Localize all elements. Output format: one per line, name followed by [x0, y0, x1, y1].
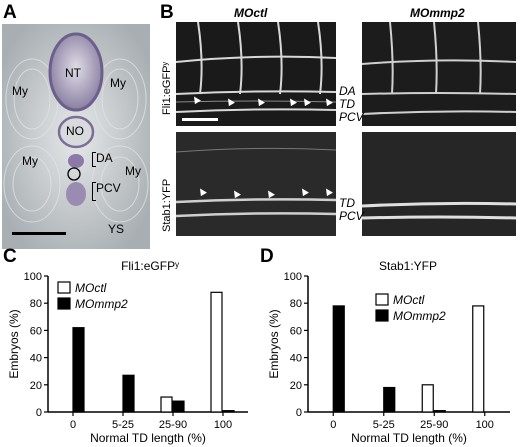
- legend-swatch-moctl: [57, 281, 71, 294]
- bar-mommp2-0: [332, 305, 345, 413]
- x-tick-label: 5-25: [112, 419, 134, 431]
- x-tick-label: 25-90: [159, 419, 187, 431]
- chart-c: Fli1:eGFPʸ 0 20 40 60 80 100 Embryos (%) 0 5-25 25…: [7, 259, 248, 445]
- x-tick-label: 100: [214, 419, 232, 431]
- label-nt: NT: [65, 66, 81, 80]
- label-da: DA: [96, 151, 113, 165]
- y-tick-label: 40: [290, 353, 302, 365]
- legend-swatch-moctl: [375, 293, 389, 306]
- y-tick-label: 60: [30, 325, 42, 337]
- label-my-bottom-left: My: [22, 154, 38, 168]
- chart-d: Stab1:YFP 0 20 40 60 80 100 Embryos (%) 0 5-25 25-…: [267, 259, 510, 445]
- bar-mommp2-100: [222, 410, 235, 413]
- label-ys: YS: [108, 222, 125, 236]
- label-pcv-b-bottom: PCV: [339, 209, 364, 223]
- bar-moctl-25-90: [160, 396, 173, 413]
- y-tick-label: 40: [30, 353, 42, 365]
- y-tick-label: 0: [296, 407, 302, 419]
- vessel-image: [176, 132, 336, 236]
- micrograph-stab1-mommp2: [362, 132, 516, 236]
- x-tick-label: 0: [330, 419, 336, 431]
- bar-mommp2-0: [72, 327, 85, 413]
- section-histology: [2, 24, 150, 249]
- column-header-moctl: MOctl: [234, 6, 268, 20]
- legend-label-moctl: MOctl: [75, 281, 107, 295]
- y-axis-label: Embryos (%): [267, 309, 281, 378]
- legend-label-moctl: MOctl: [393, 293, 425, 307]
- y-tick-label: 80: [290, 298, 302, 310]
- bar-mommp2-5-25: [383, 386, 396, 413]
- label-my-bottom-right: My: [125, 164, 141, 178]
- panel-a-section-image: NT My My NO My DA My PCV YS: [2, 24, 150, 249]
- micrograph-fli1-mommp2: [362, 22, 516, 126]
- y-tick-label: 60: [290, 325, 302, 337]
- label-my-top-left: My: [12, 84, 28, 98]
- bar-mommp2-5-25: [122, 374, 135, 413]
- x-axis-label: Normal TD length (%): [351, 431, 467, 445]
- panel-letter-d: D: [260, 246, 274, 267]
- label-td-b-top: TD: [339, 97, 355, 111]
- panel-letter-a: A: [3, 2, 17, 23]
- panel-letter-c: C: [3, 246, 17, 267]
- label-pcv-b-top: PCV: [339, 110, 364, 124]
- y-tick-label: 100: [24, 271, 42, 283]
- legend-swatch-mommp2: [57, 297, 71, 310]
- x-tick-label: 100: [476, 419, 494, 431]
- vessel-image: [176, 22, 336, 121]
- vessel-image: [362, 22, 516, 115]
- chart-title: Fli1:eGFPʸ: [121, 259, 179, 273]
- micrograph-fli1-moctl: [176, 22, 336, 126]
- x-axis-label: Normal TD length (%): [90, 431, 206, 445]
- bar-moctl-100: [472, 305, 485, 413]
- chart-title: Stab1:YFP: [379, 259, 437, 273]
- y-tick-label: 20: [290, 380, 302, 392]
- label-td-b-bottom: TD: [339, 196, 355, 210]
- bracket-pcv: [92, 182, 96, 201]
- x-tick-label: 0: [70, 419, 76, 431]
- y-tick-label: 0: [36, 407, 42, 419]
- bar-mommp2-25-90: [172, 400, 185, 413]
- x-tick-label: 25-90: [420, 419, 448, 431]
- vessel-image: [362, 132, 516, 236]
- legend-label-mommp2: MOmmp2: [75, 297, 128, 311]
- row-label-fli1: Fli1:eGFPʸ: [161, 61, 173, 115]
- label-da-b: DA: [339, 84, 356, 98]
- bar-mommp2-25-90: [433, 410, 446, 413]
- bracket-da: [92, 152, 96, 167]
- bar-moctl-100: [210, 291, 223, 413]
- panel-letter-b: B: [160, 2, 174, 23]
- x-tick-label: 5-25: [373, 419, 395, 431]
- row-label-stab1: Stab1:YFP: [161, 178, 173, 232]
- y-tick-label: 80: [30, 298, 42, 310]
- bar-moctl-25-90: [421, 384, 434, 413]
- column-header-mommp2: MOmmp2: [410, 6, 465, 20]
- y-tick-label: 100: [284, 271, 302, 283]
- label-no: NO: [66, 124, 84, 138]
- label-my-top-right: My: [110, 76, 126, 90]
- label-pcv: PCV: [96, 181, 121, 195]
- micrograph-stab1-moctl: [176, 132, 336, 236]
- y-axis-label: Embryos (%): [7, 309, 21, 378]
- y-tick-label: 20: [30, 380, 42, 392]
- legend-swatch-mommp2: [375, 309, 389, 322]
- legend-label-mommp2: MOmmp2: [393, 309, 446, 323]
